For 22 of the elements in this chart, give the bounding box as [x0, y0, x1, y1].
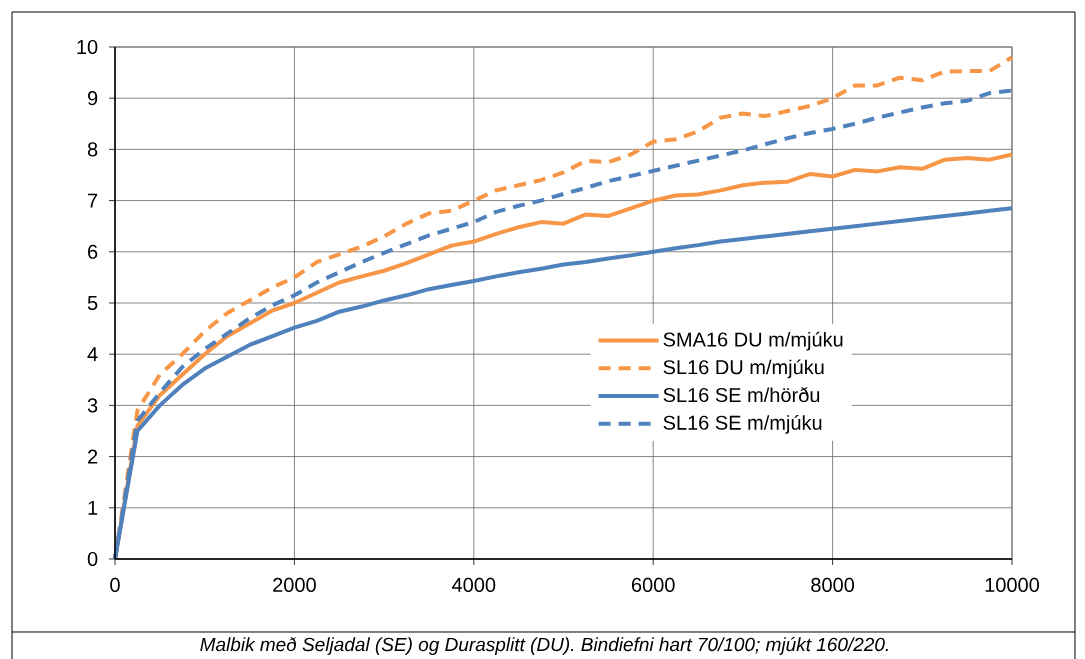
legend-label: SMA16 DU m/mjúku: [663, 331, 843, 351]
y-tick-label: 5: [87, 296, 98, 310]
y-tick-label: 7: [88, 193, 98, 208]
y-tick-label: 8: [87, 142, 98, 157]
y-tick-label: 6: [88, 244, 98, 259]
y-tick-label: 2: [88, 449, 98, 464]
y-tick-label: 0: [87, 551, 98, 567]
x-tick-label: 0: [110, 577, 120, 592]
y-tick-label: 10: [77, 39, 98, 55]
text: Malbik með Seljadal (SE) og Durasplitt (DU). Bindiefni hart 70/100; mjúkt 160/220.: [200, 637, 888, 655]
y-tick-label: 9: [87, 91, 98, 106]
x-tick-label: 6000: [631, 577, 675, 592]
y-tick-label: 3: [87, 398, 98, 413]
legend-label: SL16 SE m/hörðu: [663, 387, 820, 403]
x-tick-label: 10000: [985, 577, 1039, 592]
x-tick-label: 4000: [452, 577, 496, 592]
x-tick-label: 2000: [273, 577, 316, 592]
y-tick-label: 4: [87, 347, 98, 362]
legend-label: SL16 DU m/mjúku: [663, 359, 824, 379]
legend-label: SL16 SE m/mjúku: [663, 414, 822, 434]
y-tick-label: 1: [88, 500, 98, 515]
x-tick-label: 8000: [811, 577, 855, 592]
